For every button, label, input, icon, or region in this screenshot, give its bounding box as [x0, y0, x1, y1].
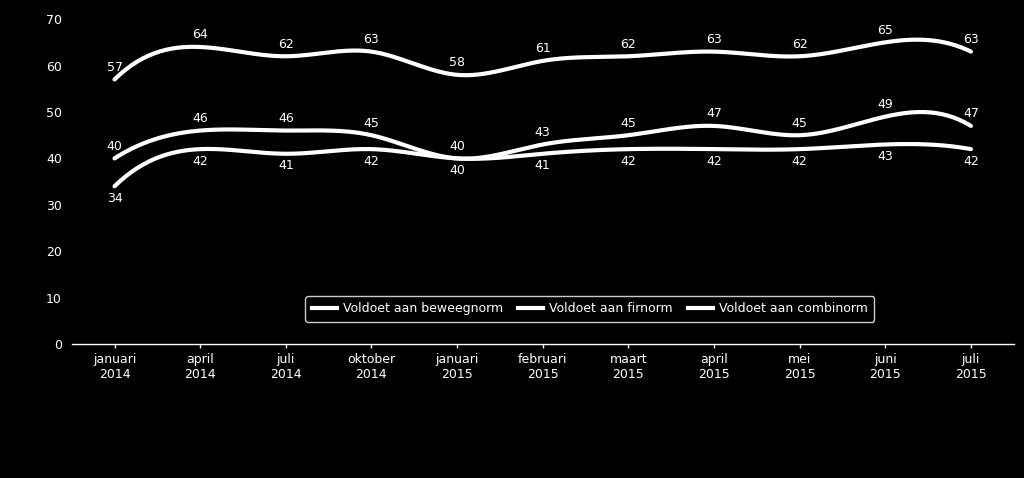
Text: 49: 49	[878, 98, 893, 111]
Text: 40: 40	[450, 140, 465, 153]
Text: 63: 63	[707, 33, 722, 46]
Text: 42: 42	[707, 155, 722, 168]
Text: 64: 64	[193, 28, 208, 42]
Text: 41: 41	[278, 159, 294, 173]
Text: 42: 42	[193, 155, 208, 168]
Text: 45: 45	[621, 117, 636, 130]
Text: 65: 65	[878, 24, 893, 37]
Legend: Voldoet aan beweegnorm, Voldoet aan firnorm, Voldoet aan combinorm: Voldoet aan beweegnorm, Voldoet aan firn…	[305, 296, 874, 322]
Text: 62: 62	[278, 38, 294, 51]
Text: 45: 45	[364, 117, 379, 130]
Text: 57: 57	[106, 61, 123, 74]
Text: 63: 63	[963, 33, 979, 46]
Text: 46: 46	[193, 112, 208, 125]
Text: 63: 63	[364, 33, 379, 46]
Text: 34: 34	[106, 192, 123, 205]
Text: 58: 58	[450, 56, 465, 69]
Text: 61: 61	[535, 43, 551, 55]
Text: 45: 45	[792, 117, 808, 130]
Text: 41: 41	[535, 159, 551, 173]
Text: 43: 43	[535, 126, 551, 139]
Text: 47: 47	[963, 108, 979, 120]
Text: 40: 40	[450, 164, 465, 177]
Text: 42: 42	[963, 155, 979, 168]
Text: 42: 42	[792, 155, 808, 168]
Text: 46: 46	[278, 112, 294, 125]
Text: 40: 40	[106, 140, 123, 153]
Text: 42: 42	[364, 155, 379, 168]
Text: 42: 42	[621, 155, 636, 168]
Text: 62: 62	[792, 38, 808, 51]
Text: 43: 43	[878, 150, 893, 163]
Text: 62: 62	[621, 38, 636, 51]
Text: 47: 47	[707, 108, 722, 120]
